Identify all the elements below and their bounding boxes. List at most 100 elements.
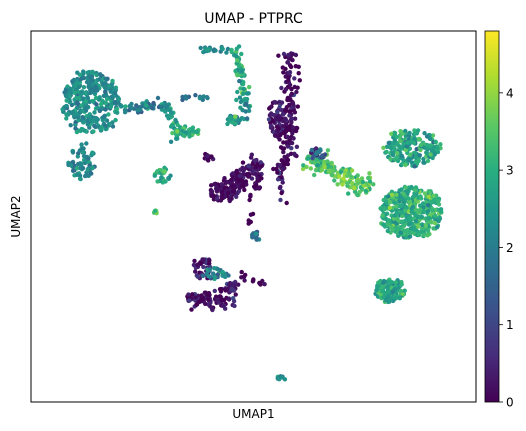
data-point bbox=[435, 199, 440, 204]
data-point bbox=[212, 288, 217, 294]
data-point bbox=[329, 172, 335, 178]
colorbar-tick-label: 1 bbox=[506, 318, 514, 332]
data-point bbox=[385, 286, 390, 291]
data-point bbox=[195, 274, 200, 279]
data-point bbox=[258, 160, 263, 165]
data-point bbox=[426, 143, 432, 148]
data-point bbox=[338, 169, 344, 174]
data-point bbox=[436, 218, 441, 224]
data-point bbox=[285, 158, 290, 163]
data-point bbox=[189, 307, 194, 312]
data-point bbox=[386, 279, 391, 285]
data-point bbox=[73, 126, 78, 131]
data-point bbox=[193, 295, 198, 300]
data-point bbox=[110, 78, 115, 84]
data-point bbox=[300, 166, 306, 172]
data-point bbox=[424, 150, 429, 155]
data-point bbox=[123, 109, 128, 114]
data-point bbox=[214, 184, 219, 189]
data-point bbox=[198, 298, 204, 303]
data-point bbox=[277, 163, 283, 168]
data-point bbox=[292, 110, 298, 115]
data-point bbox=[231, 299, 237, 304]
data-point bbox=[168, 113, 173, 118]
data-point bbox=[241, 172, 246, 177]
data-point bbox=[233, 114, 238, 119]
data-point bbox=[60, 107, 65, 112]
data-point bbox=[72, 115, 77, 120]
data-point bbox=[279, 85, 284, 91]
data-point bbox=[409, 184, 414, 190]
data-point bbox=[239, 69, 245, 74]
data-point bbox=[308, 166, 313, 171]
data-point bbox=[75, 115, 81, 120]
data-point bbox=[375, 284, 381, 289]
data-point bbox=[80, 150, 85, 155]
data-point bbox=[70, 168, 76, 173]
data-point bbox=[81, 120, 86, 125]
data-point bbox=[235, 190, 240, 196]
data-point bbox=[248, 192, 253, 198]
data-point bbox=[283, 129, 288, 134]
data-point bbox=[201, 49, 206, 55]
data-point bbox=[279, 100, 285, 105]
data-point bbox=[397, 194, 403, 199]
data-point bbox=[234, 46, 239, 51]
data-point bbox=[280, 112, 286, 117]
data-point bbox=[230, 184, 235, 189]
data-point bbox=[73, 83, 78, 89]
data-point bbox=[251, 278, 256, 283]
data-point bbox=[288, 64, 294, 70]
data-point bbox=[397, 134, 403, 139]
colorbar bbox=[484, 30, 500, 403]
data-point bbox=[251, 169, 256, 174]
data-point bbox=[282, 162, 288, 167]
data-point bbox=[409, 209, 414, 214]
data-point bbox=[426, 189, 431, 194]
data-point bbox=[103, 76, 108, 82]
data-point bbox=[276, 114, 281, 119]
data-point bbox=[168, 173, 173, 178]
data-point bbox=[138, 107, 143, 112]
data-point bbox=[413, 213, 418, 218]
data-point bbox=[433, 139, 438, 144]
data-point bbox=[87, 113, 92, 119]
data-point bbox=[389, 131, 394, 136]
data-point bbox=[241, 274, 247, 279]
data-point bbox=[384, 149, 389, 155]
data-point bbox=[88, 75, 93, 81]
data-point bbox=[79, 103, 84, 108]
data-point bbox=[427, 216, 432, 221]
data-point bbox=[229, 47, 234, 53]
data-point bbox=[401, 141, 406, 147]
data-point bbox=[112, 100, 118, 105]
data-point bbox=[367, 171, 372, 176]
data-point bbox=[281, 51, 287, 57]
data-point bbox=[384, 200, 389, 205]
data-point bbox=[283, 108, 288, 113]
data-point bbox=[387, 289, 392, 294]
data-point bbox=[425, 233, 430, 238]
data-point bbox=[234, 97, 239, 103]
data-point bbox=[389, 192, 395, 197]
data-point bbox=[242, 278, 247, 283]
data-point bbox=[93, 95, 99, 101]
data-point bbox=[85, 95, 91, 101]
data-point bbox=[152, 208, 158, 214]
data-point bbox=[403, 162, 408, 168]
data-point bbox=[99, 105, 104, 110]
data-point bbox=[79, 142, 84, 147]
data-point bbox=[108, 104, 114, 109]
plot-frame bbox=[30, 30, 477, 403]
data-point bbox=[394, 197, 399, 202]
data-point bbox=[405, 140, 410, 145]
data-point bbox=[345, 173, 350, 178]
data-point bbox=[425, 158, 431, 164]
data-point bbox=[325, 148, 331, 153]
data-point bbox=[198, 261, 203, 266]
data-point bbox=[391, 145, 396, 150]
data-point bbox=[242, 187, 247, 193]
data-point bbox=[278, 132, 283, 138]
data-point bbox=[406, 196, 411, 201]
data-point bbox=[103, 100, 109, 106]
